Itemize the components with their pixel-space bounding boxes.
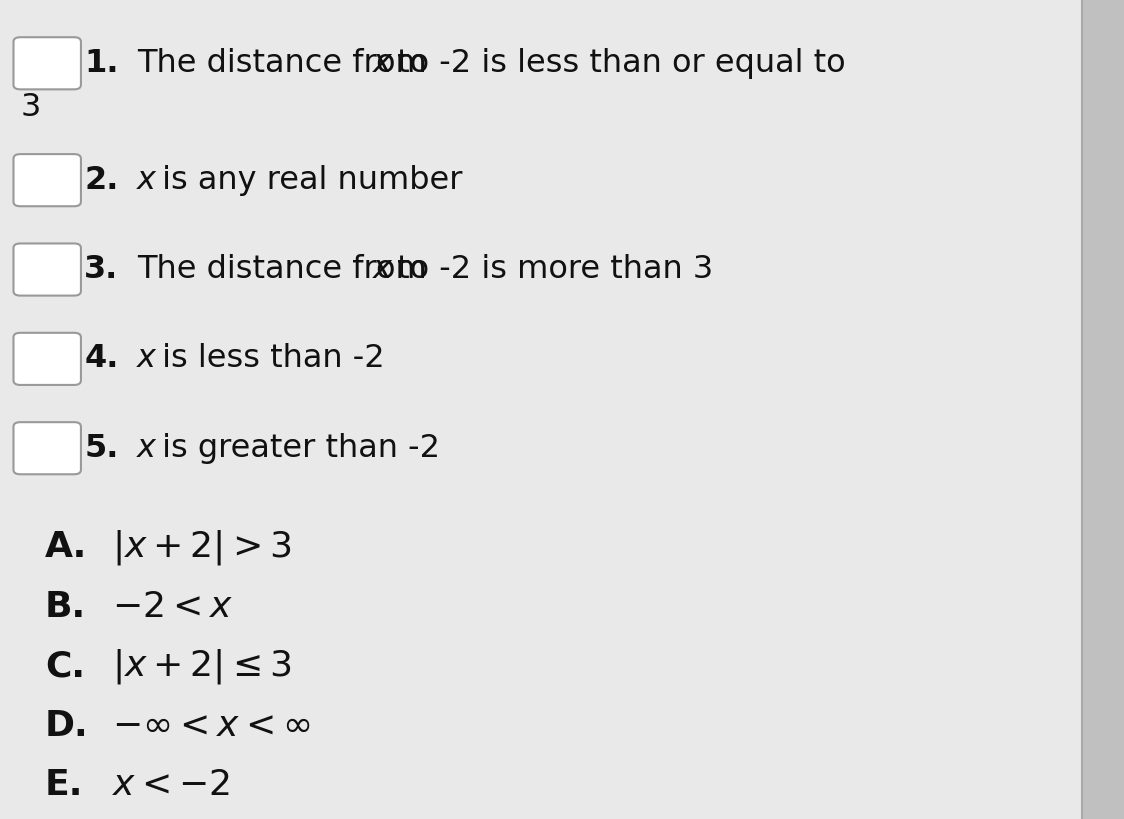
Text: x: x bbox=[373, 48, 392, 79]
Text: x: x bbox=[137, 432, 156, 464]
Text: to -2 is less than or equal to: to -2 is less than or equal to bbox=[388, 48, 846, 79]
Text: The distance from: The distance from bbox=[137, 48, 437, 79]
FancyBboxPatch shape bbox=[13, 154, 81, 206]
Text: x: x bbox=[137, 343, 156, 374]
Text: to -2 is more than 3: to -2 is more than 3 bbox=[388, 254, 714, 285]
Text: is greater than -2: is greater than -2 bbox=[152, 432, 439, 464]
Bar bbox=[1082, 0, 1124, 819]
Text: 5.: 5. bbox=[84, 432, 119, 464]
Text: x: x bbox=[373, 254, 392, 285]
Text: A.: A. bbox=[45, 530, 88, 564]
Text: $|x+2|\leq 3$: $|x+2|\leq 3$ bbox=[112, 647, 292, 686]
FancyBboxPatch shape bbox=[13, 243, 81, 296]
Text: $-\infty < x < \infty$: $-\infty < x < \infty$ bbox=[112, 709, 311, 743]
Text: 3: 3 bbox=[20, 93, 40, 124]
Text: is less than -2: is less than -2 bbox=[152, 343, 384, 374]
Text: is any real number: is any real number bbox=[152, 165, 462, 196]
FancyBboxPatch shape bbox=[13, 37, 81, 89]
FancyBboxPatch shape bbox=[13, 422, 81, 474]
Text: 4.: 4. bbox=[84, 343, 119, 374]
Text: The distance from: The distance from bbox=[137, 254, 437, 285]
Text: $x<-2$: $x<-2$ bbox=[112, 768, 230, 803]
Text: B.: B. bbox=[45, 590, 87, 624]
Text: D.: D. bbox=[45, 709, 89, 743]
Text: $|x+2|>3$: $|x+2|>3$ bbox=[112, 527, 292, 567]
Text: x: x bbox=[137, 165, 156, 196]
Text: $-2 < x$: $-2 < x$ bbox=[112, 590, 234, 624]
Text: 3.: 3. bbox=[84, 254, 118, 285]
Text: 1.: 1. bbox=[84, 48, 119, 79]
Text: E.: E. bbox=[45, 768, 83, 803]
Text: C.: C. bbox=[45, 649, 85, 683]
FancyBboxPatch shape bbox=[13, 333, 81, 385]
Text: 2.: 2. bbox=[84, 165, 119, 196]
